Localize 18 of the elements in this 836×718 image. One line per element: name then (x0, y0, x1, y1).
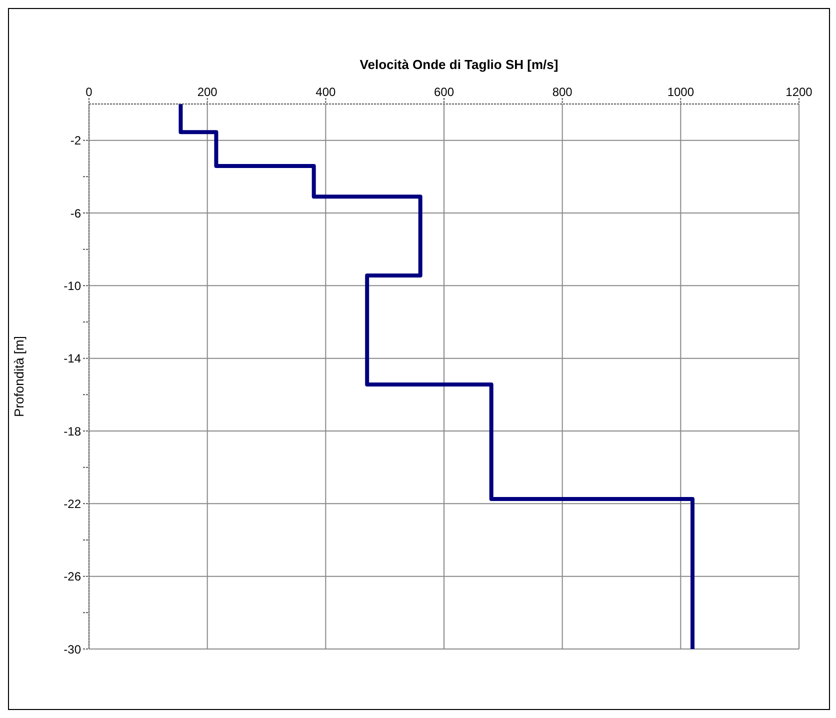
x-tick-label: 800 (552, 85, 573, 99)
y-axis-title: Profondità [m] (12, 336, 27, 417)
chart-title: Velocità Onde di Taglio SH [m/s] (358, 57, 560, 72)
y-tick-label: -2 (70, 134, 82, 148)
x-tick-label: 200 (197, 85, 218, 99)
y-tick-label: -30 (64, 642, 82, 656)
y-tick-label: -6 (70, 206, 82, 220)
x-tick-label: 0 (86, 85, 93, 99)
x-tick-label: 1000 (667, 85, 694, 99)
y-tick-label: -10 (64, 278, 82, 293)
x-tick-label: 400 (316, 85, 336, 99)
line-series (178, 104, 694, 649)
x-tick-label: 600 (434, 85, 454, 99)
y-tick-label: -26 (64, 570, 82, 584)
y-tick-label: -14 (64, 352, 82, 366)
x-tick-label: 1200 (786, 85, 813, 99)
y-tick-label: -18 (64, 424, 82, 438)
y-tick-label: -22 (64, 496, 82, 511)
